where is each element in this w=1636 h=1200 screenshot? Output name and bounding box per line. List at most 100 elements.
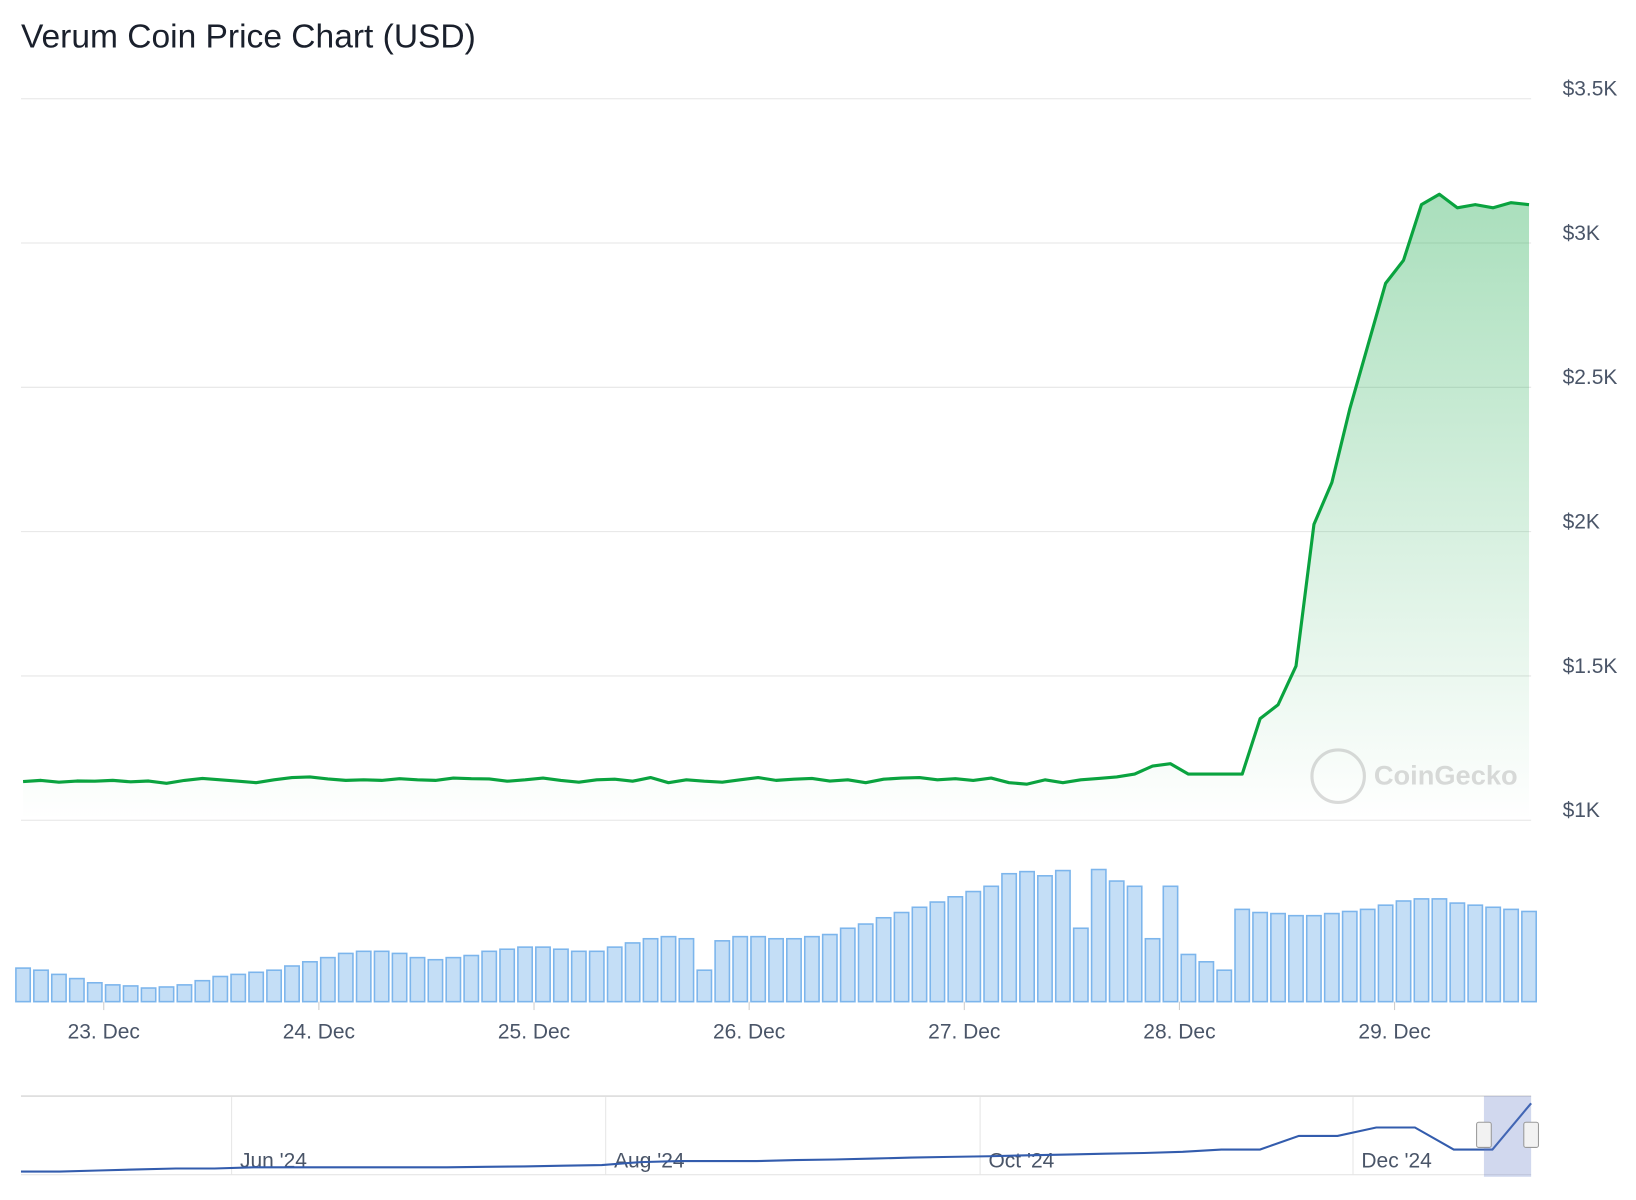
volume-bar — [1377, 904, 1394, 1003]
price-area — [23, 194, 1530, 821]
volume-bar — [570, 950, 587, 1003]
volume-bar — [355, 950, 372, 1003]
volume-bar — [301, 961, 318, 1003]
volume-bar — [266, 969, 283, 1003]
navigator-tick-label: Jun '24 — [240, 1149, 307, 1172]
volume-bar — [1144, 937, 1161, 1003]
watermark-logo — [1310, 748, 1366, 804]
volume-bar — [158, 986, 175, 1003]
volume-bar — [1180, 953, 1197, 1003]
volume-bar — [983, 885, 1000, 1003]
volume-bar — [839, 927, 856, 1003]
volume-bar — [104, 984, 121, 1003]
volume-bar — [768, 937, 785, 1003]
volume-bar — [1485, 906, 1502, 1003]
volume-bar — [893, 911, 910, 1003]
volume-bar — [1449, 902, 1466, 1003]
volume-bar — [1072, 927, 1089, 1003]
volume-bar — [1270, 912, 1286, 1003]
watermark-text: CoinGecko — [1374, 760, 1518, 791]
volume-bar — [391, 952, 408, 1003]
volume-bar — [1001, 872, 1018, 1003]
volume-bar — [1090, 868, 1107, 1003]
volume-bar — [15, 967, 32, 1003]
volume-bar — [337, 952, 354, 1003]
volume-bar — [1216, 969, 1233, 1003]
volume-bar — [1359, 908, 1376, 1003]
volume-bar — [1467, 904, 1484, 1003]
volume-bar — [427, 958, 444, 1003]
volume-bar — [86, 981, 103, 1003]
volume-bar — [535, 946, 551, 1003]
x-tick-label: 27. Dec — [928, 1020, 1000, 1043]
volume-bar — [1252, 911, 1269, 1003]
y-tick-label: $2.5K — [1563, 366, 1618, 389]
volume-bar — [33, 969, 49, 1003]
volume-bar — [50, 973, 67, 1003]
y-tick-label: $3.5K — [1563, 78, 1618, 101]
navigator-handle[interactable] — [1523, 1121, 1539, 1148]
volume-bar — [1019, 870, 1036, 1003]
volume-bar — [463, 954, 480, 1003]
volume-bar — [230, 973, 247, 1003]
y-tick-label: $1.5K — [1563, 655, 1618, 678]
volume-bar — [194, 979, 211, 1003]
navigator-line — [20, 1102, 1532, 1173]
volume-bar — [965, 890, 982, 1003]
volume-bar — [606, 946, 623, 1003]
volume-bar — [911, 906, 928, 1003]
volume-bar — [1395, 900, 1412, 1003]
volume-bar — [552, 948, 569, 1003]
navigator-tick-label: Oct '24 — [989, 1149, 1055, 1172]
volume-bar — [1234, 908, 1251, 1003]
volume-bar — [122, 985, 139, 1003]
volume-bar — [929, 901, 946, 1003]
x-tick-label: 25. Dec — [498, 1020, 570, 1043]
volume-bar — [642, 937, 659, 1003]
volume-bar — [857, 923, 874, 1003]
navigator-tick-label: Dec '24 — [1361, 1149, 1432, 1172]
volume-bar — [499, 948, 516, 1003]
volume-bar — [1341, 910, 1358, 1003]
volume-bar — [786, 937, 802, 1003]
volume-bar — [140, 987, 157, 1003]
volume-bar — [409, 956, 426, 1003]
chart-title: Verum Coin Price Chart (USD) — [21, 18, 476, 55]
volume-bar — [1108, 880, 1125, 1003]
volume-bar — [445, 956, 462, 1003]
x-tick-label: 28. Dec — [1143, 1020, 1215, 1043]
price-line — [22, 192, 1530, 786]
volume-bar — [1054, 869, 1071, 1003]
volume-bar — [1037, 875, 1053, 1003]
volume-bar — [678, 937, 695, 1003]
volume-bar — [1323, 912, 1340, 1003]
volume-bar — [1288, 914, 1304, 1003]
volume-bar — [803, 935, 820, 1003]
volume-bar — [660, 935, 677, 1003]
volume-bar — [1521, 910, 1537, 1003]
x-tick-label: 29. Dec — [1358, 1020, 1430, 1043]
volume-bar — [624, 942, 641, 1003]
x-tick-label: 23. Dec — [68, 1020, 140, 1043]
volume-bar — [212, 975, 229, 1003]
watermark: CoinGecko — [1310, 748, 1518, 804]
volume-bar — [875, 916, 892, 1003]
y-tick-label: $1K — [1563, 799, 1600, 822]
volume-bar — [284, 965, 300, 1003]
volume-bar — [714, 940, 731, 1003]
volume-bar — [1126, 885, 1143, 1003]
volume-bar — [1431, 898, 1448, 1003]
volume-bar — [1305, 914, 1322, 1003]
volume-bar — [1162, 885, 1179, 1003]
navigator-handle[interactable] — [1476, 1121, 1492, 1148]
volume-bar — [1503, 908, 1520, 1003]
volume-bar — [1198, 961, 1215, 1003]
volume-bar — [750, 935, 767, 1003]
volume-bar — [1413, 898, 1430, 1003]
volume-bar — [517, 946, 534, 1003]
volume-bar — [481, 950, 498, 1003]
volume-bar — [732, 935, 749, 1003]
y-tick-label: $3K — [1563, 222, 1600, 245]
